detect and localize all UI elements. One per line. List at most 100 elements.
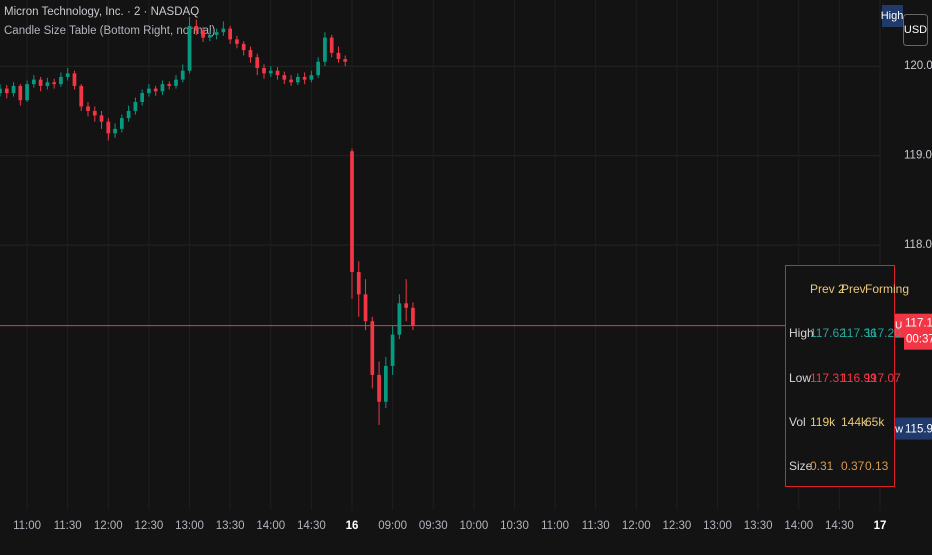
table-cell: 0.37: [841, 459, 865, 473]
candle-body: [255, 57, 260, 68]
candle-body: [119, 118, 124, 129]
currency-label: USD: [904, 24, 927, 36]
candle-body: [363, 294, 368, 322]
candle-body: [316, 61, 321, 76]
table-cell: 0.31: [810, 459, 834, 473]
candle-body: [147, 88, 151, 94]
candle-body: [4, 88, 9, 94]
candle-body: [194, 25, 199, 31]
candle-body: [248, 50, 253, 58]
candle-size-table: Prev 2 Prev Forming High 117.62 117.36 117.20 L…: [785, 265, 909, 487]
candle-body: [160, 84, 165, 92]
indicator-label: Candle Size Table (Bottom Right, normal): [4, 25, 216, 37]
candle-body: [309, 75, 314, 80]
candle-body: [262, 68, 266, 74]
table-cell: Size: [789, 459, 813, 473]
table-cell: High: [789, 326, 814, 340]
high-badge: [882, 5, 903, 27]
table-cell: 65k: [865, 415, 885, 429]
candle-body: [133, 102, 138, 111]
x-tick-label: 14:00: [784, 520, 813, 532]
y-tick-label: 118.00: [904, 239, 932, 251]
candle-body: [329, 37, 334, 53]
table-cell: 116.99: [841, 371, 877, 385]
candle-body: [140, 93, 145, 102]
candle-body: [295, 76, 300, 83]
candle-body: [383, 365, 388, 402]
grid: [0, 0, 881, 510]
table-cell: Forming: [865, 282, 910, 296]
table-cell: 117.31: [810, 371, 846, 385]
currency-box: [903, 14, 928, 46]
table-cell: 117.07: [865, 371, 901, 385]
x-tick-label: 14:30: [297, 520, 326, 532]
x-tick-label: 09:30: [419, 520, 448, 532]
candle-body: [113, 128, 117, 134]
candle-body: [187, 25, 192, 71]
candle-body: [356, 272, 361, 295]
candle-body: [38, 79, 43, 86]
candle-body: [86, 106, 90, 111]
table-cell: Vol: [789, 415, 806, 429]
x-tick-label: 13:00: [175, 520, 204, 532]
candle-body: [228, 28, 233, 40]
x-tick-label: 10:00: [459, 520, 488, 532]
countdown-label: 00:37: [906, 334, 932, 346]
candle-body: [153, 88, 158, 92]
x-tick-label: 13:30: [216, 520, 245, 532]
x-tick-label: 11:00: [13, 520, 41, 532]
y-tick-label: 119.00: [904, 150, 932, 162]
high-label: High: [881, 10, 904, 22]
x-tick-label: 17: [874, 520, 887, 532]
x-tick-label: 12:30: [135, 520, 164, 532]
candle-body: [18, 85, 23, 101]
x-tick-label: 12:30: [663, 520, 692, 532]
candle-body: [377, 374, 381, 402]
x-tick-label: 12:00: [94, 520, 123, 532]
candle-body: [25, 84, 29, 101]
x-tick-label: 16: [346, 520, 359, 532]
table-row: Size 0.31 0.37 0.13: [786, 456, 894, 476]
table-cell: 117.36: [841, 326, 877, 340]
table-cell: 119k: [810, 415, 836, 429]
low-price-badge: [904, 417, 932, 440]
candle-body: [241, 43, 246, 51]
candle-body: [207, 34, 212, 38]
x-tick-label: 11:30: [582, 520, 610, 532]
candle-body: [45, 82, 50, 86]
candle-body: [411, 307, 415, 326]
candle-body: [72, 73, 77, 86]
x-tick-label: 14:00: [256, 520, 285, 532]
candle-body: [65, 73, 70, 77]
x-tick-label: 10:30: [500, 520, 529, 532]
x-tick-label: 12:00: [622, 520, 651, 532]
candle-body: [214, 32, 219, 35]
candle-body: [370, 321, 375, 375]
candle-body: [52, 82, 57, 85]
candle-body: [31, 79, 36, 85]
x-tick-label: 09:00: [378, 520, 407, 532]
candle-body: [11, 85, 16, 94]
y-tick-label: 120.00: [904, 60, 932, 72]
table-header: Prev 2 Prev Forming: [786, 279, 909, 299]
candle-body: [79, 85, 84, 107]
x-tick-label: 13:30: [744, 520, 773, 532]
last-price-label: 117.10: [905, 318, 932, 330]
table-cell: 144k: [841, 415, 868, 429]
candle-body: [174, 79, 178, 86]
table-cell: 0.13: [865, 459, 889, 473]
candle-body: [126, 110, 131, 119]
candle-body: [390, 334, 395, 366]
last-price-badge: [904, 313, 932, 350]
candle-body: [180, 70, 185, 80]
chart-title: Micron Technology, Inc. · 2 · NASDAQ: [4, 6, 199, 18]
candle-body: [350, 151, 354, 272]
table-cell: 117.62: [810, 326, 846, 340]
table-cell: 117.20: [865, 326, 901, 340]
candle-body: [336, 52, 341, 60]
candle-body: [397, 303, 402, 335]
candle-body: [99, 115, 104, 122]
table-row: High 117.62 117.36 117.20: [786, 323, 901, 343]
candle-body: [343, 59, 348, 62]
candle-body: [323, 37, 327, 62]
